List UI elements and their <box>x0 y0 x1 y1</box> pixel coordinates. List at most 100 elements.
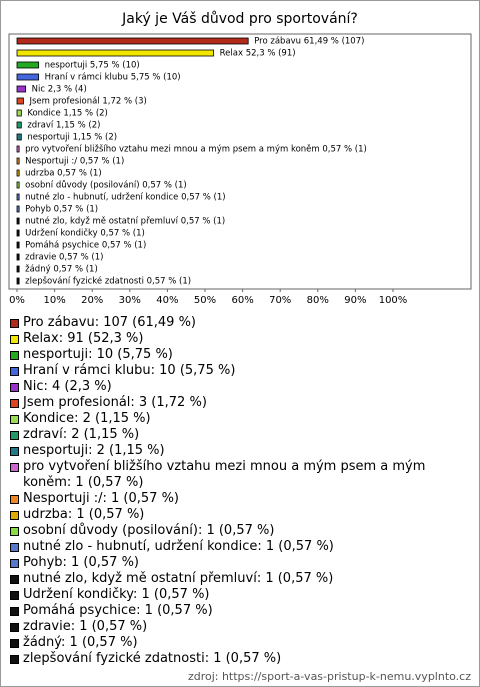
bar-label: zdraví 1,15 % (2) <box>27 121 100 131</box>
legend-item: pro vytvoření bližšího vztahu mezi mnou … <box>9 459 459 491</box>
x-tick-label: 70% <box>269 295 291 306</box>
legend-swatch <box>10 655 19 664</box>
legend-label: pro vytvoření bližšího vztahu mezi mnou … <box>23 459 426 490</box>
bar <box>16 97 24 105</box>
bar-label: Relax 52,3 % (91) <box>220 49 296 59</box>
bar <box>16 85 27 93</box>
chart: Jaký je Váš důvod pro sportování? 0% 10% 2… <box>8 11 472 306</box>
legend-swatch <box>10 495 19 504</box>
legend-swatch <box>10 319 19 328</box>
legend-swatch <box>10 463 19 472</box>
bar <box>16 121 22 129</box>
bar-label: udrzba 0,57 % (1) <box>25 169 102 179</box>
legend-label: zdraví: 2 (1,15 %) <box>23 427 140 442</box>
legend-item: osobní důvody (posilování): 1 (0,57 %) <box>9 523 459 539</box>
bar-label: pro vytvoření bližšího vztahu mezi mnou … <box>25 144 367 155</box>
legend-item: Kondice: 2 (1,15 %) <box>9 411 459 427</box>
legend-item: zdraví: 2 (1,15 %) <box>9 427 459 443</box>
bar <box>16 37 249 45</box>
legend-item: nesportuji: 2 (1,15 %) <box>9 443 459 459</box>
legend-label: zdravie: 1 (0,57 %) <box>23 619 148 634</box>
bar <box>16 253 20 261</box>
legend-swatch <box>10 559 19 568</box>
legend-label: Jsem profesionál: 3 (1,72 %) <box>23 395 207 410</box>
source: zdroj: https://sport-a-vas-pristup-k-nem… <box>187 670 471 683</box>
x-tick-label: 80% <box>307 295 329 306</box>
bar-label: nesportuji 1,15 % (2) <box>27 133 117 143</box>
legend-label: Udržení kondičky: 1 (0,57 %) <box>23 587 210 602</box>
bar-label: Nic 2,3 % (4) <box>32 85 87 95</box>
bar <box>16 169 20 177</box>
bar-label: Kondice 1,15 % (2) <box>27 109 108 119</box>
bar-label: osobní důvody (posilování) 0,57 % (1) <box>25 180 187 191</box>
legend-swatch <box>10 607 19 616</box>
legend-item: Pomáhá psychice: 1 (0,57 %) <box>9 603 459 619</box>
legend-item: Pro zábavu: 107 (61,49 %) <box>9 315 459 331</box>
legend-label: Pohyb: 1 (0,57 %) <box>23 555 140 570</box>
bar-label: nutné zlo - hubnutí, udržení kondice 0,5… <box>25 192 225 203</box>
x-tick-label: 100% <box>379 295 408 306</box>
bar-label: Hraní v rámci klubu 5,75 % (10) <box>45 73 181 83</box>
legend-item: zdravie: 1 (0,57 %) <box>9 619 459 635</box>
legend-label: Nic: 4 (2,3 %) <box>23 379 112 394</box>
legend-label: Hraní v rámci klubu: 10 (5,75 %) <box>23 363 236 378</box>
legend-item: zlepšování fyzické zdatnosti: 1 (0,57 %) <box>9 651 459 667</box>
x-tick-label: 50% <box>194 295 216 306</box>
bar <box>16 217 20 225</box>
legend-label: osobní důvody (posilování): 1 (0,57 %) <box>23 523 275 538</box>
legend-item: Nesportuji :/: 1 (0,57 %) <box>9 491 459 507</box>
legend-label: Pomáhá psychice: 1 (0,57 %) <box>23 603 213 618</box>
legend-swatch <box>10 447 19 456</box>
legend-label: nesportuji: 10 (5,75 %) <box>23 347 173 362</box>
legend-swatch <box>10 527 19 536</box>
bar-label: žádný 0,57 % (1) <box>25 265 98 275</box>
bar <box>16 49 215 57</box>
legend-label: žádný: 1 (0,57 %) <box>23 635 138 650</box>
bar <box>16 133 22 141</box>
legend-label: Relax: 91 (52,3 %) <box>23 331 144 346</box>
legend-label: nutné zlo - hubnutí, udržení kondice: 1 … <box>23 539 334 554</box>
legend-swatch <box>10 367 19 376</box>
bar-label: Jsem profesionál 1,72 % (3) <box>28 97 146 107</box>
bar <box>16 241 20 249</box>
legend-item: Hraní v rámci klubu: 10 (5,75 %) <box>9 363 459 379</box>
legend-label: udrzba: 1 (0,57 %) <box>23 507 145 522</box>
legend-swatch <box>10 575 19 584</box>
bar-label: zdravie 0,57 % (1) <box>25 253 103 263</box>
bar-label: Pro zábavu 61,49 % (107) <box>254 37 364 47</box>
bar <box>16 73 40 81</box>
bar-label: Nesportuji :/ 0,57 % (1) <box>25 157 124 167</box>
legend-swatch <box>10 383 19 392</box>
legend-swatch <box>10 591 19 600</box>
bar <box>16 61 40 69</box>
legend-item: nutné zlo, když mě ostatní přemluví: 1 (… <box>9 571 459 587</box>
x-tick-label: 10% <box>43 295 65 306</box>
bar <box>16 193 20 201</box>
bar-label: nutné zlo, když mě ostatní přemluví 0,57… <box>25 216 225 227</box>
legend-swatch <box>10 431 19 440</box>
x-tick-label: 20% <box>81 295 103 306</box>
legend-item: nutné zlo - hubnutí, udržení kondice: 1 … <box>9 539 459 555</box>
bar-label: Pomáhá psychice 0,57 % (1) <box>25 241 146 251</box>
bar-label: nesportuji 5,75 % (10) <box>45 61 140 71</box>
legend-item: Nic: 4 (2,3 %) <box>9 379 459 395</box>
legend-item: udrzba: 1 (0,57 %) <box>9 507 459 523</box>
x-tick-label: 90% <box>344 295 366 306</box>
bar-label: Pohyb 0,57 % (1) <box>25 205 98 215</box>
legend-swatch <box>10 543 19 552</box>
bar-label: Udržení kondičky 0,57 % (1) <box>25 228 145 239</box>
legend-swatch <box>10 511 19 520</box>
legend-label: Pro zábavu: 107 (61,49 %) <box>23 315 196 330</box>
bar-label: zlepšování fyzické zdatnosti 0,57 % (1) <box>25 276 191 287</box>
bar <box>16 109 22 117</box>
legend-item: Relax: 91 (52,3 %) <box>9 331 459 347</box>
legend-item: Jsem profesionál: 3 (1,72 %) <box>9 395 459 411</box>
x-tick-label: 30% <box>119 295 141 306</box>
legend-swatch <box>10 623 19 632</box>
x-tick-label: 0% <box>9 295 25 306</box>
legend-swatch <box>10 399 19 408</box>
legend: Pro zábavu: 107 (61,49 %) Relax: 91 (52,3… <box>9 315 459 667</box>
legend-item: žádný: 1 (0,57 %) <box>9 635 459 651</box>
bar <box>16 181 20 189</box>
